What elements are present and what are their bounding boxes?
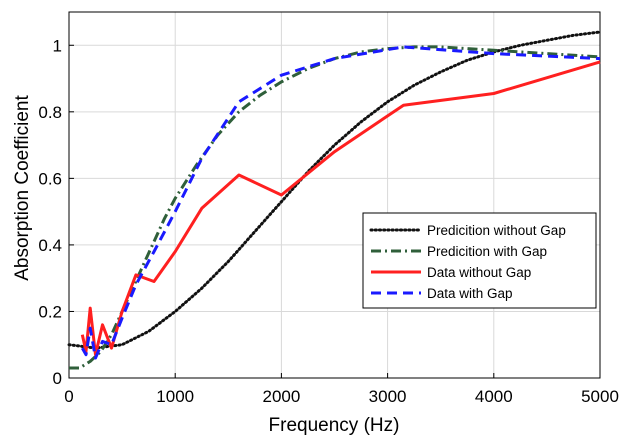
y-tick-label: 1 — [53, 36, 62, 55]
x-tick-label: 5000 — [581, 387, 619, 406]
y-tick-label: 0 — [53, 369, 62, 388]
x-tick-label: 1000 — [156, 387, 194, 406]
legend-label: Predicition with Gap — [427, 244, 547, 259]
x-tick-label: 4000 — [475, 387, 513, 406]
y-axis-ticks: 0 0.2 0.4 0.6 0.8 1 — [38, 36, 74, 388]
series-line-3 — [80, 60, 601, 357]
x-tick-label: 2000 — [262, 387, 300, 406]
legend-label: Data with Gap — [427, 286, 513, 301]
y-tick-label: 0.2 — [38, 302, 62, 321]
x-axis-label: Frequency (Hz) — [269, 415, 400, 436]
y-tick-label: 0.4 — [38, 236, 62, 255]
series-line-4 — [80, 45, 601, 360]
y-axis-label: Absorption Coefficient — [12, 95, 33, 281]
series-line-1 — [67, 30, 602, 350]
y-tick-label: 0.8 — [38, 103, 62, 122]
legend-label: Predicition without Gap — [427, 223, 566, 238]
series-layer — [67, 30, 602, 370]
x-axis-ticks: 0 1000 2000 3000 4000 5000 — [64, 373, 619, 406]
y-tick-label: 0.6 — [38, 169, 62, 188]
x-tick-label: 3000 — [369, 387, 407, 406]
legend: Predicition without Gap Predicition with … — [362, 212, 597, 309]
plot-frame — [68, 11, 601, 379]
x-tick-label: 0 — [64, 387, 73, 406]
series-line-2 — [69, 45, 601, 370]
legend-label: Data without Gap — [427, 265, 531, 280]
